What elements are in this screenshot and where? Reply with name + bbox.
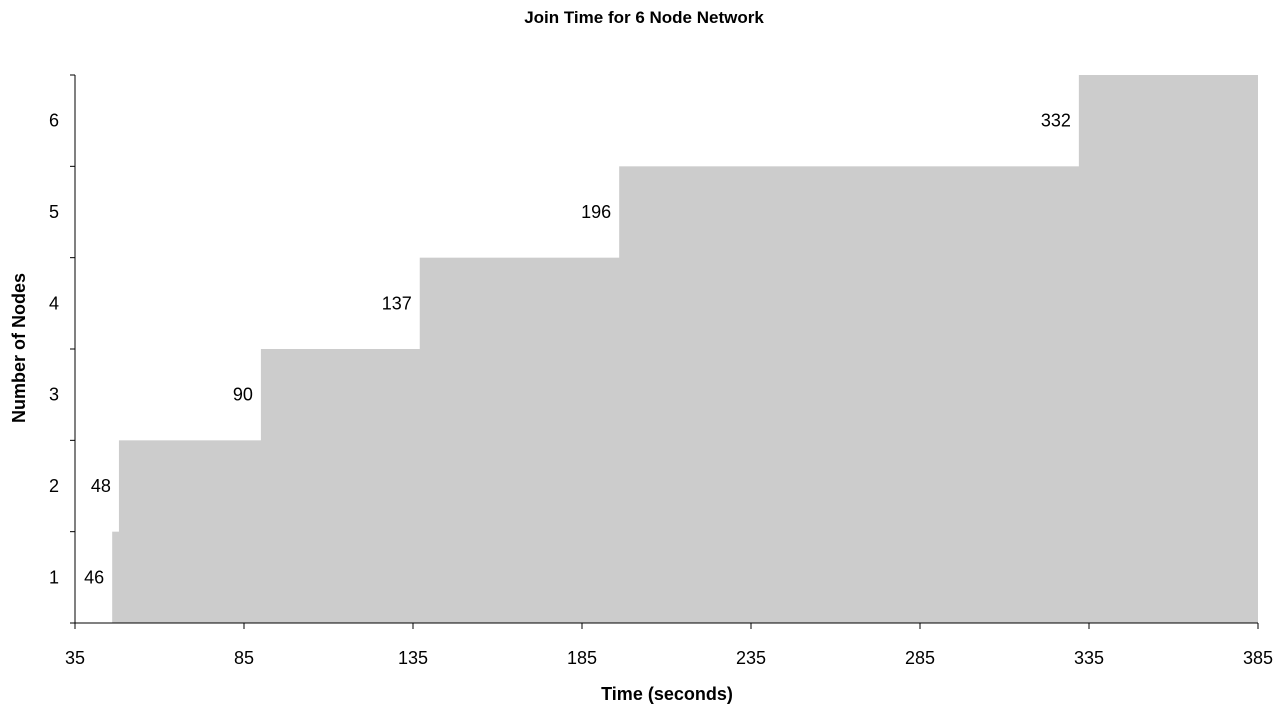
x-axis-title: Time (seconds) [601, 684, 733, 704]
y-tick-label: 6 [49, 111, 59, 131]
x-tick-label: 335 [1074, 648, 1104, 668]
x-tick-label: 85 [234, 648, 254, 668]
x-tick-label: 235 [736, 648, 766, 668]
data-label: 90 [233, 385, 253, 405]
data-label: 332 [1041, 111, 1071, 131]
data-label: 196 [581, 202, 611, 222]
y-tick-label: 4 [49, 293, 59, 313]
x-tick-label: 35 [65, 648, 85, 668]
y-tick-label: 1 [49, 567, 59, 587]
y-tick-label: 2 [49, 476, 59, 496]
data-label: 48 [91, 476, 111, 496]
data-label: 46 [84, 567, 104, 587]
y-tick-label: 3 [49, 385, 59, 405]
x-tick-label: 285 [905, 648, 935, 668]
x-tick-label: 135 [398, 648, 428, 668]
y-tick-label: 5 [49, 202, 59, 222]
step-bar [1078, 75, 1258, 623]
x-tick-label: 185 [567, 648, 597, 668]
x-tick-label: 385 [1243, 648, 1273, 668]
chart-title: Join Time for 6 Node Network [524, 8, 764, 27]
data-label: 137 [382, 293, 412, 313]
y-axis-title: Number of Nodes [9, 273, 29, 423]
